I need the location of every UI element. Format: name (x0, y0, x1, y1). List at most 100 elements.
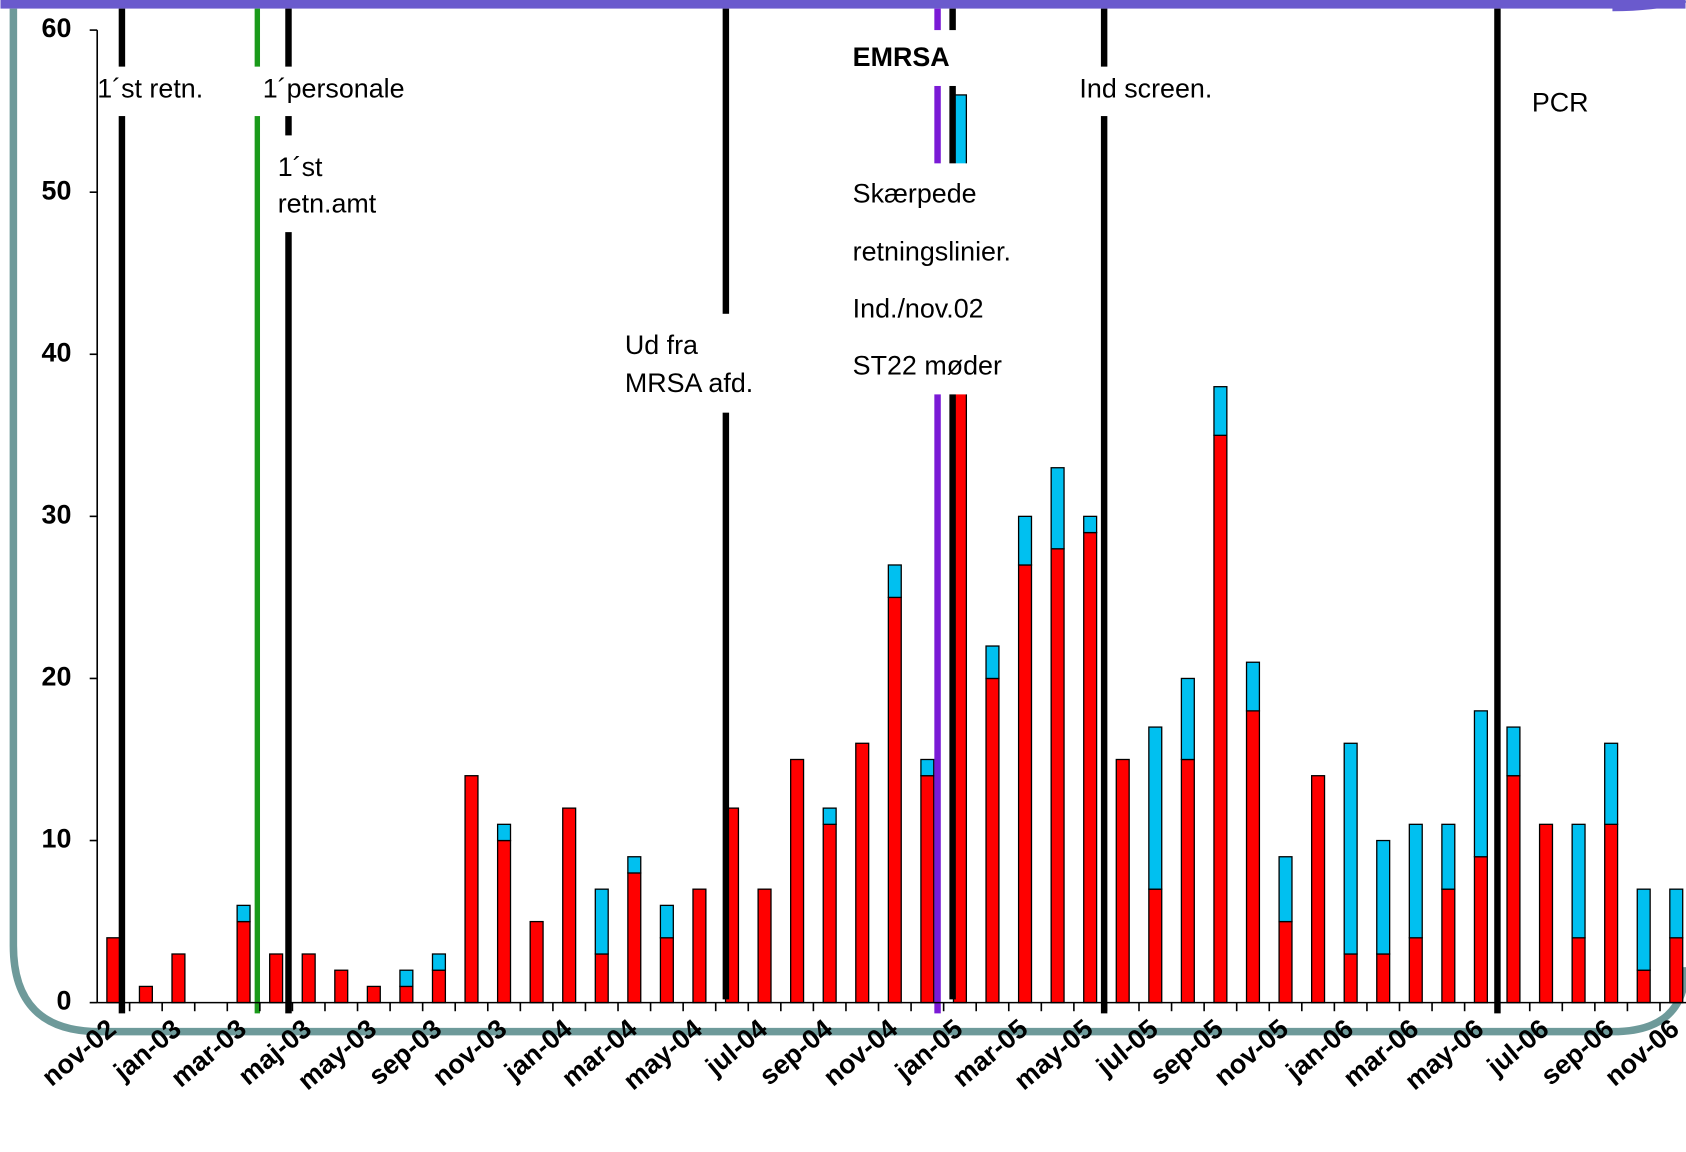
bar-segment (1278, 856, 1293, 923)
bar-segment (1278, 920, 1293, 1004)
bar-segment (1343, 742, 1358, 955)
frame-corner (1612, 0, 1686, 12)
y-tick-label: 30 (42, 499, 72, 529)
bar-segment (1115, 758, 1130, 1004)
x-tick-label: mar-03 (165, 1013, 252, 1093)
bar-segment (1473, 710, 1488, 858)
bar-segment (529, 920, 544, 1004)
bar-segment (920, 758, 935, 777)
bar-segment (399, 969, 414, 988)
bar-segment (1083, 515, 1098, 534)
annotation: 1´st retn. (97, 73, 203, 103)
annotation: 1´st (278, 152, 323, 182)
bar-segment (464, 775, 479, 1004)
bar-segment (1441, 888, 1456, 1004)
bar-segment (790, 758, 805, 1004)
bar-segment (496, 839, 512, 1004)
label-bg (262, 135, 403, 233)
y-tick-label: 60 (42, 13, 72, 43)
bar-segment (1148, 726, 1163, 890)
bar-segment (366, 985, 381, 1004)
bar-segment (822, 823, 837, 1004)
bar-segment (1538, 823, 1554, 1004)
bar-segment (692, 888, 707, 1004)
bar-segment (1408, 937, 1423, 1004)
bar-segment (1180, 758, 1195, 1004)
annotation: retningslinier. (853, 237, 1011, 267)
bar-segment (1604, 823, 1619, 1004)
bar-segment (1180, 677, 1195, 761)
bar-segment (562, 807, 577, 1004)
bar-segment (1376, 953, 1391, 1004)
y-tick-label: 20 (42, 662, 72, 692)
bar-segment (1050, 467, 1065, 550)
label-bg (1522, 77, 1609, 132)
annotation: 1´personale (263, 73, 405, 103)
label-bg (254, 66, 437, 117)
bar-segment (1636, 888, 1651, 971)
bar-segment (822, 807, 837, 825)
x-tick-label: nov-05 (1208, 1013, 1294, 1092)
bar-segment (334, 969, 349, 1004)
bar-segment (594, 888, 609, 955)
bar-segment (659, 904, 674, 939)
bar-segment (236, 904, 251, 923)
bar-segment (1017, 515, 1033, 566)
bar-segment (1636, 969, 1651, 1004)
bar-segment (236, 920, 251, 1004)
annotation: Skærpede (853, 179, 977, 209)
bar-segment (1245, 710, 1261, 1004)
bars (106, 94, 1684, 1004)
bar-segment (431, 953, 447, 971)
bar-segment (1473, 856, 1488, 1004)
bar-segment (269, 953, 284, 1004)
y-tick-label: 0 (56, 986, 71, 1016)
annotation: ST22 møder (853, 351, 1002, 381)
bar-segment (1506, 775, 1521, 1004)
y-tick-label: 40 (42, 337, 72, 367)
bar-segment (171, 953, 186, 1004)
bar-segment (1571, 937, 1586, 1004)
annotation: Ind screen. (1079, 73, 1212, 103)
label-bg (1070, 66, 1245, 117)
bar-segment (1669, 937, 1684, 1004)
bar-segment (1148, 888, 1163, 1004)
label-backgrounds (90, 30, 1609, 413)
bar-segment (627, 856, 642, 874)
bar-segment (399, 985, 414, 1004)
bar-segment (1571, 823, 1586, 939)
label-bg (90, 66, 231, 117)
label-bg (615, 313, 788, 413)
label-bg (840, 30, 972, 86)
bar-segment (1604, 742, 1619, 825)
bar-segment (1213, 386, 1228, 436)
bar-segment (1083, 531, 1098, 1004)
y-tick-label: 10 (42, 824, 72, 854)
annotation: retn.amt (278, 188, 377, 218)
bar-segment (1310, 775, 1326, 1004)
bar-segment (1408, 823, 1423, 939)
bar-segment (431, 969, 447, 1004)
bar-segment (496, 823, 512, 842)
bar-segment (1017, 564, 1033, 1004)
bar-segment (1506, 726, 1521, 777)
event-lines (118, 8, 1501, 1014)
bar-segment (1441, 823, 1456, 890)
bar-segment (757, 888, 772, 1004)
bar-segment (985, 645, 1000, 680)
top-band (0, 0, 1686, 9)
bar-segment (1245, 661, 1261, 712)
bar-segment (1213, 434, 1228, 1004)
bar-segment (985, 677, 1000, 1004)
bar-segment (1050, 548, 1065, 1004)
bar-segment (106, 937, 121, 1004)
bar-segment (1669, 888, 1684, 939)
annotation: MRSA afd. (625, 368, 753, 398)
x-tick-label: nov-04 (818, 1013, 904, 1092)
bar-segment (659, 937, 674, 1004)
bar-segment (594, 953, 609, 1004)
label-bg (840, 163, 1035, 395)
y-tick-label: 50 (42, 175, 72, 205)
bar-segment (855, 742, 870, 1004)
